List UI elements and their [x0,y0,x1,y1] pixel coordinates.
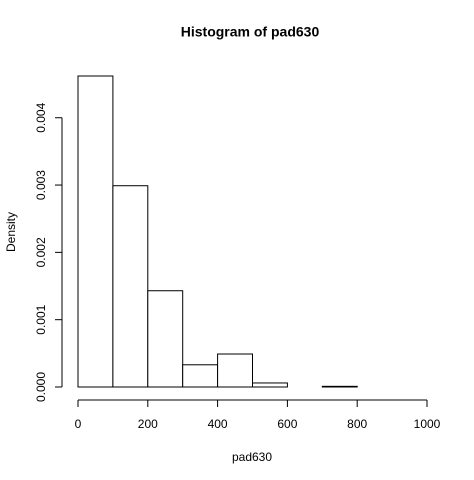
x-tick-label: 600 [277,417,297,431]
y-tick-label: 0.001 [34,304,48,334]
bar [77,75,114,388]
x-axis-label: pad630 [232,450,272,464]
x-tick-label: 1000 [414,417,441,431]
y-tick-label: 0.003 [34,170,48,200]
y-tick-label: 0.004 [34,102,48,132]
y-tick-label: 0.000 [34,372,48,402]
bar [217,353,254,388]
bar [321,385,358,388]
bar [147,290,184,388]
y-tick-label: 0.002 [34,237,48,267]
bar [252,382,288,388]
x-tick-label: 800 [347,417,367,431]
chart-title: Histogram of pad630 [181,24,320,40]
x-tick-label: 0 [75,417,82,431]
bar [182,364,219,388]
bar [112,185,149,388]
y-axis-label: Density [4,212,18,252]
x-tick-label: 200 [138,417,158,431]
x-tick-label: 400 [208,417,228,431]
